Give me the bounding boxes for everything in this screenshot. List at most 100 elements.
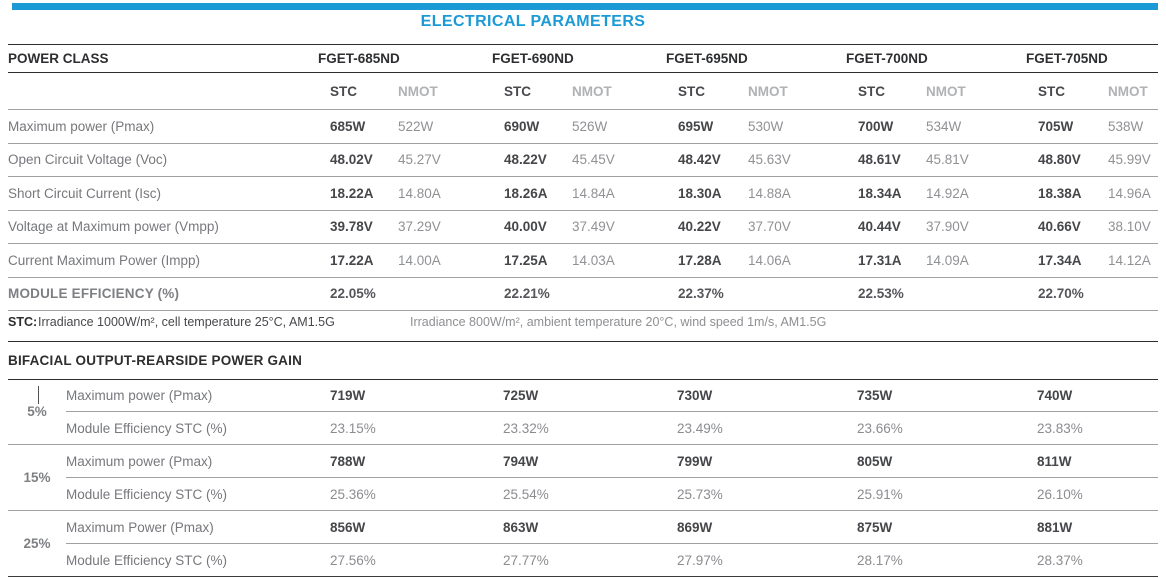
nmot-column-header: NMOT: [1096, 72, 1158, 110]
nmot-value: 38.10V: [1096, 210, 1158, 244]
nmot-value: 14.09A: [914, 243, 1026, 278]
gain-percent-label: 15%: [8, 444, 66, 511]
nmot-value: 37.70V: [736, 210, 846, 244]
stc-column-header: STC: [846, 72, 914, 110]
row-label: Maximum power (Pmax): [8, 109, 318, 144]
row-label: Short Circuit Current (Isc): [8, 176, 318, 211]
nmot-value: 14.12A: [1096, 243, 1158, 278]
model-header: FGET-685ND: [318, 44, 492, 73]
empty-cell: [8, 72, 318, 110]
stc-value: 17.25A: [492, 243, 560, 278]
nmot-value: 45.27V: [386, 143, 492, 177]
efficiency-value: 22.21%: [492, 277, 666, 311]
efficiency-value: 23.83%: [1025, 411, 1158, 445]
table-row: Open Circuit Voltage (Voc) 48.02V 45.27V…: [8, 143, 1158, 177]
pmax-value: 799W: [665, 444, 845, 478]
power-class-header: POWER CLASS: [8, 44, 318, 73]
stc-value: 17.34A: [1026, 243, 1096, 278]
accent-bar: [12, 3, 1158, 10]
nmot-value: 37.90V: [914, 210, 1026, 244]
stc-value: 48.42V: [666, 143, 736, 177]
nmot-value: 14.06A: [736, 243, 846, 278]
nmot-value: 45.81V: [914, 143, 1026, 177]
bifacial-gain-table: 5% Maximum power (Pmax) 719W 725W 730W 7…: [8, 379, 1158, 577]
pmax-value: 805W: [845, 444, 1025, 478]
pmax-value: 725W: [491, 379, 665, 412]
bifacial-section-title: BIFACIAL OUTPUT-REARSIDE POWER GAIN: [8, 341, 1158, 380]
row-label: Module Efficiency STC (%): [66, 411, 318, 445]
efficiency-value: 27.77%: [491, 543, 665, 577]
table-row: Maximum power (Pmax) 685W 522W 690W 526W…: [8, 109, 1158, 144]
row-label: Module Efficiency STC (%): [66, 477, 318, 511]
pmax-value: 869W: [665, 510, 845, 544]
pmax-value: 788W: [318, 444, 491, 478]
stc-value: 40.66V: [1026, 210, 1096, 244]
stc-value: 40.44V: [846, 210, 914, 244]
gain-percent-cell: 5%: [8, 379, 66, 445]
stc-value: 690W: [492, 109, 560, 144]
stc-value: 39.78V: [318, 210, 386, 244]
stc-value: 18.30A: [666, 176, 736, 211]
nmot-column-header: NMOT: [736, 72, 846, 110]
model-header: FGET-700ND: [846, 44, 1026, 73]
nmot-column-header: NMOT: [386, 72, 492, 110]
stc-column-header: STC: [1026, 72, 1096, 110]
efficiency-value: 23.32%: [491, 411, 665, 445]
nmot-value: 14.84A: [560, 176, 666, 211]
text-cursor-artifact: [38, 386, 39, 404]
stc-column-header: STC: [492, 72, 560, 110]
nmot-value: 534W: [914, 109, 1026, 144]
row-label: Maximum Power (Pmax): [66, 510, 318, 544]
table-row: MODULE EFFICIENCY (%) 22.05% 22.21% 22.3…: [8, 277, 1158, 311]
stc-value: 695W: [666, 109, 736, 144]
stc-column-header: STC: [666, 72, 736, 110]
stc-value: 685W: [318, 109, 386, 144]
table-row: 5% Maximum power (Pmax) 719W 725W 730W 7…: [8, 379, 1158, 445]
efficiency-value: 23.66%: [845, 411, 1025, 445]
efficiency-value: 28.37%: [1025, 543, 1158, 577]
nmot-value: 37.29V: [386, 210, 492, 244]
table-row: Current Maximum Power (Impp) 17.22A 14.0…: [8, 243, 1158, 278]
stc-value: 48.80V: [1026, 143, 1096, 177]
pmax-value: 735W: [845, 379, 1025, 412]
nmot-footnote-text: Irradiance 800W/m², ambient temperature …: [410, 315, 827, 329]
efficiency-value: 25.73%: [665, 477, 845, 511]
efficiency-value: 23.49%: [665, 411, 845, 445]
stc-value: 48.02V: [318, 143, 386, 177]
row-label: Current Maximum Power (Impp): [8, 243, 318, 278]
nmot-value: 530W: [736, 109, 846, 144]
pmax-value: 856W: [318, 510, 491, 544]
stc-footnote-label: STC:: [8, 315, 38, 329]
stc-value: 18.34A: [846, 176, 914, 211]
row-label: Maximum power (Pmax): [66, 379, 318, 412]
nmot-value: 14.03A: [560, 243, 666, 278]
stc-value: 48.61V: [846, 143, 914, 177]
nmot-value: 522W: [386, 109, 492, 144]
table-row: 15% Maximum power (Pmax) 788W 794W 799W …: [8, 444, 1158, 511]
nmot-value: 45.99V: [1096, 143, 1158, 177]
efficiency-value: 22.37%: [666, 277, 846, 311]
stc-value: 17.22A: [318, 243, 386, 278]
efficiency-value: 25.36%: [318, 477, 491, 511]
table-row: Module Efficiency STC (%) 25.36% 25.54% …: [8, 477, 1158, 511]
table-row: Voltage at Maximum power (Vmpp) 39.78V 3…: [8, 210, 1158, 244]
stc-value: 40.00V: [492, 210, 560, 244]
pmax-value: 794W: [491, 444, 665, 478]
row-label: Open Circuit Voltage (Voc): [8, 143, 318, 177]
table-row: Module Efficiency STC (%) 23.15% 23.32% …: [8, 411, 1158, 445]
pmax-value: 863W: [491, 510, 665, 544]
table-row: STC NMOT STC NMOT STC NMOT STC NMOT STC …: [8, 72, 1158, 110]
nmot-value: 14.88A: [736, 176, 846, 211]
stc-value: 17.28A: [666, 243, 736, 278]
efficiency-value: 28.17%: [845, 543, 1025, 577]
nmot-value: 526W: [560, 109, 666, 144]
nmot-value: 45.63V: [736, 143, 846, 177]
model-header: FGET-690ND: [492, 44, 666, 73]
pmax-value: 730W: [665, 379, 845, 412]
page-title: ELECTRICAL PARAMETERS: [420, 13, 646, 30]
stc-value: 17.31A: [846, 243, 914, 278]
efficiency-value: 26.10%: [1025, 477, 1158, 511]
nmot-value: 538W: [1096, 109, 1158, 144]
table-row: 25% Maximum Power (Pmax) 856W 863W 869W …: [8, 510, 1158, 577]
